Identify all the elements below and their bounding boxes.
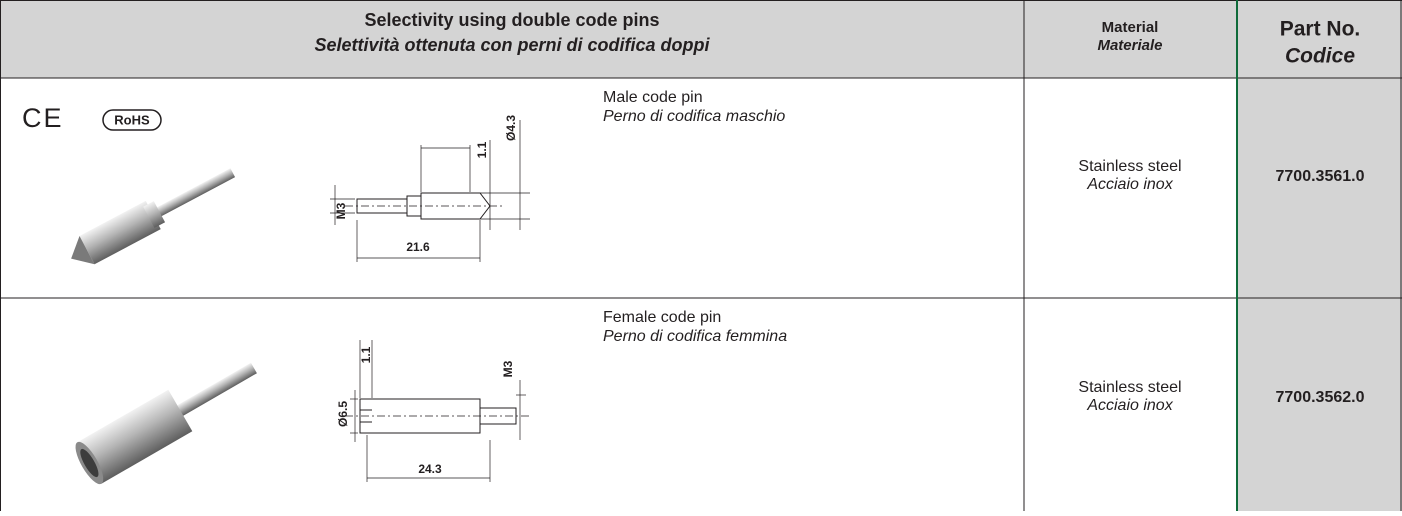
- part-number: 7700.3561.0: [1276, 168, 1365, 185]
- product-name: Male code pin: [603, 89, 703, 106]
- dimension: 1.1: [359, 346, 373, 363]
- dimension: 1.1: [475, 141, 489, 158]
- product-name: Female code pin: [603, 309, 721, 326]
- title-italian: Selettività ottenuta con perni di codifi…: [314, 35, 710, 55]
- dimension: M3: [334, 202, 348, 219]
- dimension: 21.6: [406, 240, 430, 254]
- title: Selectivity using double code pins: [364, 10, 659, 30]
- material-italian: Acciaio inox: [1086, 397, 1173, 414]
- dimension: 24.3: [418, 462, 442, 476]
- ce-mark: CE: [22, 103, 64, 133]
- male-pin-photo: [71, 168, 236, 265]
- rohs-mark: RoHS: [114, 112, 150, 127]
- material-header-italian: Materiale: [1097, 37, 1162, 54]
- male-pin-drawing: [330, 120, 530, 262]
- dimension: Ø6.5: [336, 401, 350, 427]
- part-number: 7700.3562.0: [1276, 389, 1365, 406]
- material: Stainless steel: [1078, 379, 1181, 396]
- material-header: Material: [1102, 19, 1159, 36]
- part-header: Part No.: [1280, 18, 1361, 41]
- dimension: Ø4.3: [504, 115, 518, 141]
- product-name-italian: Perno di codifica femmina: [603, 328, 787, 345]
- female-pin-photo: [75, 362, 257, 485]
- rohs-badge: [102, 109, 162, 131]
- part-column-bg: [1237, 0, 1402, 511]
- female-pin-drawing: [345, 340, 530, 482]
- part-header-italian: Codice: [1285, 45, 1355, 68]
- material: Stainless steel: [1078, 158, 1181, 175]
- dimension: M3: [501, 360, 515, 377]
- header-bg: [0, 0, 1402, 78]
- material-italian: Acciaio inox: [1086, 176, 1173, 193]
- product-name-italian: Perno di codifica maschio: [603, 108, 785, 125]
